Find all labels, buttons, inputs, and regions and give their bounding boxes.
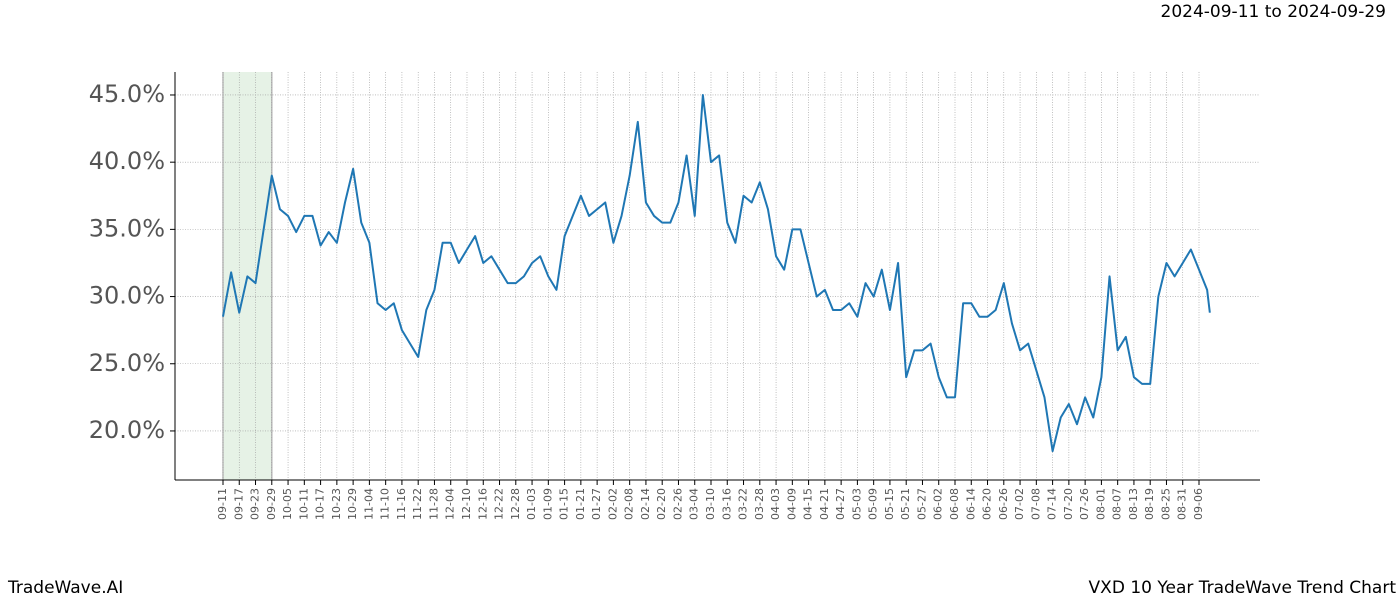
x-tick-label: 03-28	[753, 488, 766, 520]
x-tick-label: 03-04	[688, 488, 701, 520]
x-tick-label: 10-05	[281, 488, 294, 520]
y-tick-label: 30.0%	[89, 282, 165, 310]
x-tick-label: 08-25	[1159, 488, 1172, 520]
x-tick-label: 06-14	[964, 488, 977, 520]
brand: TradeWave.AI	[7, 578, 123, 598]
x-tick-label: 01-21	[574, 488, 587, 520]
x-tick-label: 03-10	[704, 488, 717, 520]
x-tick-label: 02-20	[655, 488, 668, 520]
y-tick-label: 40.0%	[89, 147, 165, 175]
x-tick-label: 07-02	[1013, 488, 1026, 520]
x-tick-label: 08-31	[1176, 488, 1189, 520]
x-tick-label: 12-28	[509, 488, 522, 520]
x-tick-label: 09-11	[216, 488, 229, 520]
y-tick-label: 35.0%	[89, 214, 165, 242]
x-tick-label: 02-02	[606, 488, 619, 520]
x-tick-label: 10-17	[314, 488, 327, 520]
x-tick-label: 06-20	[981, 488, 994, 520]
x-tick-label: 12-22	[493, 488, 506, 520]
x-tick-label: 01-15	[558, 488, 571, 520]
trend-line	[222, 93, 1211, 453]
x-tick-label: 02-08	[623, 488, 636, 520]
x-tick-label: 05-09	[867, 488, 880, 520]
x-tick-label: 04-09	[785, 488, 798, 520]
date-range: 2024-09-11 to 2024-09-29	[1161, 2, 1386, 22]
x-tick-label: 10-11	[297, 488, 310, 520]
x-tick-label: 04-03	[769, 488, 782, 520]
x-tick-label: 12-10	[460, 488, 473, 520]
x-tick-label: 06-26	[997, 488, 1010, 520]
x-tick-label: 07-14	[1046, 488, 1059, 520]
x-tick-label: 12-04	[444, 488, 457, 520]
x-tick-label: 11-22	[411, 488, 424, 520]
x-tick-label: 06-02	[932, 488, 945, 520]
x-tick-label: 08-01	[1094, 488, 1107, 520]
x-tick-label: 08-19	[1143, 488, 1156, 520]
x-tick-label: 04-21	[818, 488, 831, 520]
x-tick-label: 11-10	[379, 488, 392, 520]
x-tick-label: 01-03	[525, 488, 538, 520]
x-tick-label: 07-08	[1029, 488, 1042, 520]
x-tick-label: 04-27	[834, 488, 847, 520]
x-tick-label: 07-26	[1078, 488, 1091, 520]
x-tick-label: 01-27	[590, 488, 603, 520]
x-tick-label: 05-21	[899, 488, 912, 520]
x-tick-label: 02-26	[671, 488, 684, 520]
x-tick-label: 01-09	[541, 488, 554, 520]
y-tick-label: 25.0%	[89, 349, 165, 377]
y-tick-label: 45.0%	[89, 80, 165, 108]
x-tick-label: 04-15	[802, 488, 815, 520]
x-tick-label: 03-16	[720, 488, 733, 520]
x-tick-label: 12-16	[476, 488, 489, 520]
x-tick-label: 11-28	[427, 488, 440, 520]
x-tick-label: 09-17	[232, 488, 245, 520]
x-tick-label: 09-23	[249, 488, 262, 520]
x-tick-label: 10-29	[346, 488, 359, 520]
x-tick-label: 02-14	[639, 488, 652, 520]
x-tick-label: 08-13	[1127, 488, 1140, 520]
x-tick-label: 03-22	[737, 488, 750, 520]
x-tick-label: 11-16	[395, 488, 408, 520]
x-tick-label: 05-15	[883, 488, 896, 520]
chart-title: VXD 10 Year TradeWave Trend Chart	[1089, 578, 1397, 598]
x-tick-label: 09-29	[265, 488, 278, 520]
x-tick-label: 06-08	[948, 488, 961, 520]
y-tick-label: 20.0%	[89, 416, 165, 444]
x-tick-label: 11-04	[362, 488, 375, 520]
x-tick-label: 05-27	[915, 488, 928, 520]
x-tick-label: 07-20	[1062, 488, 1075, 520]
x-tick-label: 08-07	[1111, 488, 1124, 520]
x-tick-label: 09-06	[1192, 488, 1205, 520]
x-tick-label: 10-23	[330, 488, 343, 520]
x-tick-label: 05-03	[850, 488, 863, 520]
